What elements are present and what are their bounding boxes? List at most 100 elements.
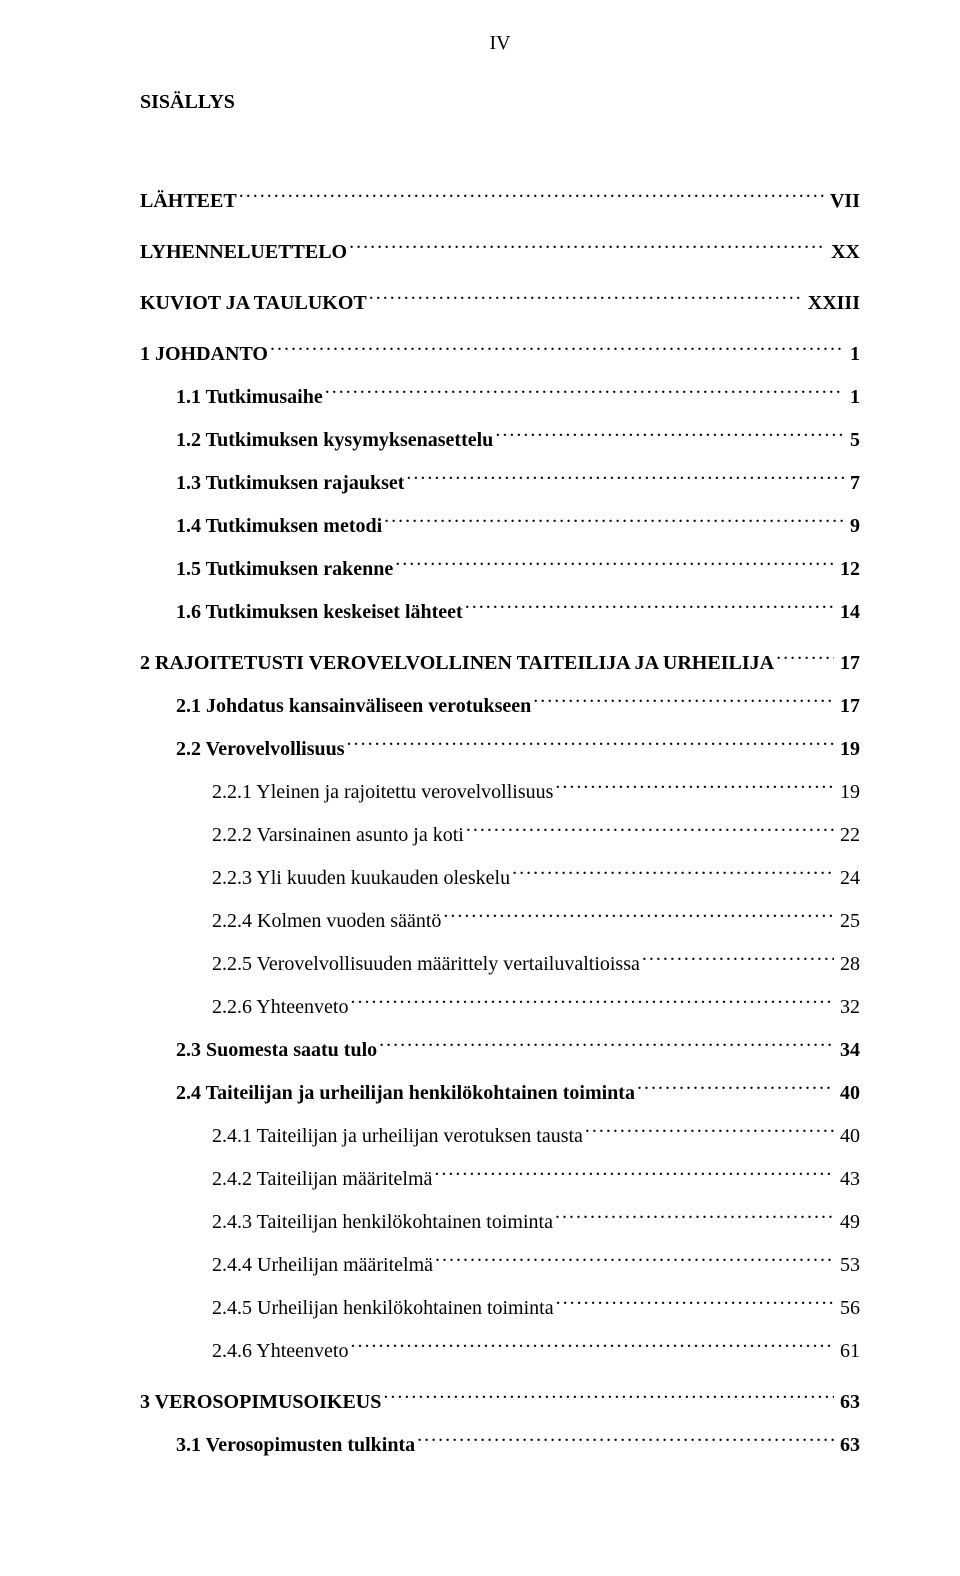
toc-entry-label: 2.1 Johdatus kansainväliseen verotukseen [140,691,531,722]
toc-entry-page: 28 [836,949,860,980]
toc-entry-label: KUVIOT JA TAULUKOT [140,288,367,319]
toc-entry-label: 1 JOHDANTO [140,339,268,370]
toc-entry-page: 5 [846,425,860,456]
toc-entry: 1.6 Tutkimuksen keskeiset lähteet 14 [140,597,860,628]
toc-entry-page: VII [826,186,860,217]
toc-entry-label: 2.2.2 Varsinainen asunto ja koti [140,820,464,851]
toc-entry-page: 34 [836,1035,860,1066]
toc-entry: 1.1 Tutkimusaihe1 [140,382,860,413]
toc-entry-page: 9 [846,511,860,542]
toc-leader [270,340,844,360]
toc-entry-page: 7 [846,468,860,499]
toc-entry-label: LÄHTEET [140,186,237,217]
toc-entry-page: 56 [836,1293,860,1324]
toc-leader [495,426,844,446]
toc-entry-label: 2.4.5 Urheilijan henkilökohtainen toimin… [140,1293,554,1324]
toc-leader [555,1208,834,1228]
toc-leader [585,1122,834,1142]
toc-entry-page: 19 [836,734,860,765]
toc-leader [533,692,834,712]
toc-leader [325,383,844,403]
toc-entry-page: 22 [836,820,860,851]
toc-entry-label: 1.2 Tutkimuksen kysymyksenasettelu [140,425,493,456]
toc-entry: 2.4.1 Taiteilijan ja urheilijan verotuks… [140,1121,860,1152]
toc-entry: 2.4.2 Taiteilijan määritelmä43 [140,1164,860,1195]
toc-entry: 2.2 Verovelvollisuus19 [140,734,860,765]
toc-leader [406,469,844,489]
toc-entry-page: 14 [836,597,860,628]
toc-leader [555,778,834,798]
toc-leader [642,950,834,970]
toc-leader [384,512,844,532]
toc-entry: 2.1 Johdatus kansainväliseen verotukseen… [140,691,860,722]
toc-leader [443,907,834,927]
toc-leader [350,1337,834,1357]
toc-entry-label: 2.2.4 Kolmen vuoden sääntö [140,906,441,937]
toc-leader [395,555,834,575]
toc-entry: LYHENNELUETTELO XX [140,237,860,268]
toc-entry-label: 1.4 Tutkimuksen metodi [140,511,382,542]
toc-entry-page: 19 [836,777,860,808]
toc-entry-label: 1.1 Tutkimusaihe [140,382,323,413]
toc-leader [512,864,834,884]
toc-entry: 3.1 Verosopimusten tulkinta 63 [140,1430,860,1461]
toc-entry: LÄHTEET VII [140,186,860,217]
toc-entry-page: 25 [836,906,860,937]
toc-entry-label: 2.2.3 Yli kuuden kuukauden oleskelu [140,863,510,894]
toc-leader [776,649,834,669]
toc-leader [434,1165,834,1185]
toc-entry: 2.3 Suomesta saatu tulo34 [140,1035,860,1066]
toc-leader [466,821,834,841]
toc-entry: KUVIOT JA TAULUKOT XXIII [140,288,860,319]
toc-entry: 2.4.5 Urheilijan henkilökohtainen toimin… [140,1293,860,1324]
toc-entry: 2.2.3 Yli kuuden kuukauden oleskelu 24 [140,863,860,894]
toc-entry-label: 2.4 Taiteilijan ja urheilijan henkilökoh… [140,1078,635,1109]
toc-entry-page: 63 [836,1430,860,1461]
toc-entry: 2.4.6 Yhteenveto 61 [140,1336,860,1367]
toc-entry-label: 1.3 Tutkimuksen rajaukset [140,468,404,499]
toc-entry: 2 RAJOITETUSTI VEROVELVOLLINEN TAITEILIJ… [140,648,860,679]
toc-entry-page: 53 [836,1250,860,1281]
toc-entry-label: 1.5 Tutkimuksen rakenne [140,554,393,585]
toc-leader [637,1079,834,1099]
toc-entry-page: 32 [836,992,860,1023]
toc-entry-label: 2.4.3 Taiteilijan henkilökohtainen toimi… [140,1207,553,1238]
toc-leader [435,1251,834,1271]
toc-leader [465,598,834,618]
toc-leader [347,735,834,755]
toc-entry-label: 3 VEROSOPIMUSOIKEUS [140,1387,381,1418]
toc-leader [349,238,825,258]
toc-entry: 1.2 Tutkimuksen kysymyksenasettelu 5 [140,425,860,456]
toc-leader [556,1294,834,1314]
toc-entry-page: 40 [836,1121,860,1152]
toc-entry-page: 12 [836,554,860,585]
toc-entry: 1.4 Tutkimuksen metodi 9 [140,511,860,542]
toc-entry-page: 24 [836,863,860,894]
toc-entry-label: 2.4.4 Urheilijan määritelmä [140,1250,433,1281]
toc-entry-page: 49 [836,1207,860,1238]
toc-leader [350,993,834,1013]
toc-entry-label: LYHENNELUETTELO [140,237,347,268]
toc-entry: 2.2.1 Yleinen ja rajoitettu verovelvolli… [140,777,860,808]
toc-entry: 3 VEROSOPIMUSOIKEUS 63 [140,1387,860,1418]
toc-entry-label: 2 RAJOITETUSTI VEROVELVOLLINEN TAITEILIJ… [140,648,774,679]
toc-title: SISÄLLYS [140,91,860,114]
table-of-contents: LÄHTEET VII LYHENNELUETTELO XX KUVIOT JA TAU… [140,186,860,1461]
toc-entry: 2.2.4 Kolmen vuoden sääntö 25 [140,906,860,937]
toc-entry-page: XX [827,237,860,268]
toc-entry: 1.3 Tutkimuksen rajaukset 7 [140,468,860,499]
toc-entry: 2.4.3 Taiteilijan henkilökohtainen toimi… [140,1207,860,1238]
toc-entry-page: 17 [836,691,860,722]
toc-entry-page: 61 [836,1336,860,1367]
toc-entry-label: 2.2.1 Yleinen ja rajoitettu verovelvolli… [140,777,553,808]
toc-entry: 2.2.5 Verovelvollisuuden määrittely vert… [140,949,860,980]
toc-entry-label: 1.6 Tutkimuksen keskeiset lähteet [140,597,463,628]
toc-entry-page: XXIII [804,288,860,319]
toc-entry-page: 1 [846,339,860,370]
toc-entry: 1 JOHDANTO 1 [140,339,860,370]
toc-leader [239,187,824,207]
toc-entry-label: 3.1 Verosopimusten tulkinta [140,1430,415,1461]
toc-entry: 2.2.6 Yhteenveto32 [140,992,860,1023]
toc-entry-page: 63 [836,1387,860,1418]
toc-entry-label: 2.4.6 Yhteenveto [140,1336,348,1367]
